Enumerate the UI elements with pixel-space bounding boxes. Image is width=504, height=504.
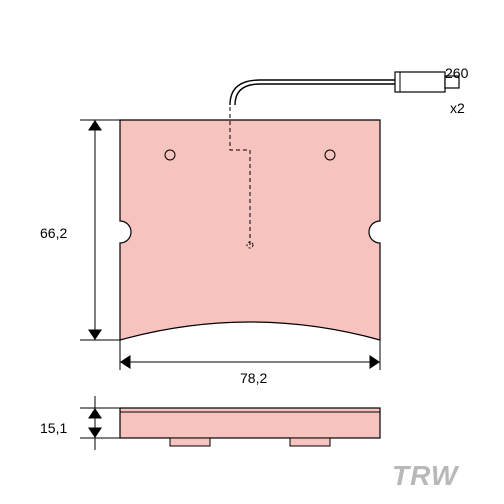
quantity-label: x2 xyxy=(450,100,465,116)
dim-width-label: 78,2 xyxy=(240,370,267,386)
dim-height-label: 66,2 xyxy=(40,225,67,241)
technical-drawing xyxy=(0,0,504,504)
dim-thickness-label: 15,1 xyxy=(40,420,67,436)
brand-logo: TRW xyxy=(392,460,458,492)
dim-wire-label: 260 xyxy=(445,65,468,81)
